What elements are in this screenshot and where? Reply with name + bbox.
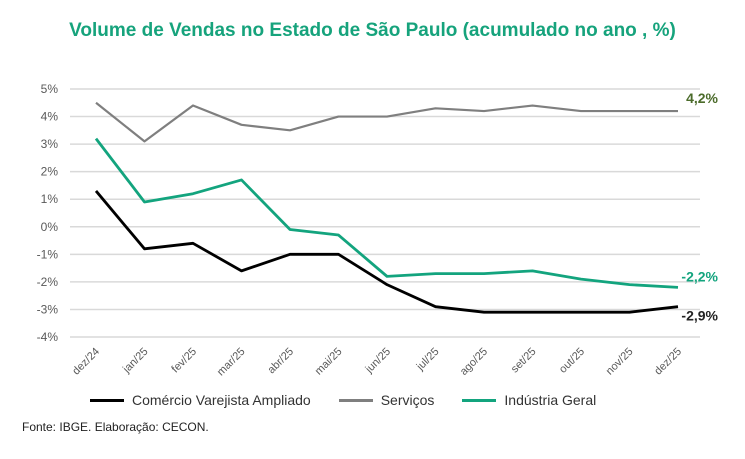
legend-label: Comércio Varejista Ampliado (132, 392, 311, 408)
end-data-label: -2,2% (681, 268, 718, 284)
legend: Comércio Varejista Ampliado Serviços Ind… (90, 392, 596, 408)
x-tick-label: dez/24 (70, 346, 102, 378)
x-tick-label: ago/25 (458, 346, 490, 378)
y-tick-label: -2% (37, 275, 59, 289)
legend-swatch (462, 398, 497, 402)
end-data-label: 4,2% (686, 90, 718, 106)
x-tick-label: set/25 (509, 346, 539, 376)
x-tick-label: nov/25 (604, 346, 636, 378)
x-tick-label: mai/25 (313, 346, 345, 378)
end-data-label: -2,9% (681, 308, 718, 324)
y-tick-label: 2% (41, 165, 59, 179)
source-note: Fonte: IBGE. Elaboração: CECON. (22, 420, 209, 434)
legend-item-industria: Indústria Geral (462, 392, 596, 408)
legend-label: Indústria Geral (504, 392, 597, 408)
x-tick-label: abr/25 (266, 346, 297, 377)
legend-item-comercio: Comércio Varejista Ampliado (90, 392, 311, 408)
y-tick-label: 0% (41, 220, 59, 234)
x-tick-label: fev/25 (169, 346, 199, 376)
y-tick-label: -3% (37, 302, 59, 316)
x-tick-label: mar/25 (215, 346, 248, 379)
y-tick-label: -1% (37, 247, 59, 261)
x-tick-label: jan/25 (120, 346, 150, 376)
y-tick-label: -4% (37, 330, 59, 344)
y-tick-label: 3% (41, 137, 59, 151)
y-tick-label: 5% (41, 82, 59, 96)
legend-label: Serviços (380, 392, 435, 408)
legend-swatch (338, 398, 373, 402)
x-tick-label: out/25 (557, 346, 587, 376)
legend-swatch (90, 398, 124, 402)
legend-item-servicos: Serviços (338, 392, 435, 408)
series-line-1 (95, 101, 678, 143)
y-tick-label: 1% (41, 192, 59, 206)
series-line-2 (94, 137, 679, 289)
x-tick-label: dez/25 (652, 346, 684, 378)
x-tick-label: jun/25 (363, 346, 393, 376)
chart-title: Volume de Vendas no Estado de São Paulo … (69, 20, 676, 41)
series-line-0 (94, 190, 679, 314)
y-tick-label: 4% (41, 110, 59, 124)
x-tick-label: jul/25 (414, 346, 442, 374)
